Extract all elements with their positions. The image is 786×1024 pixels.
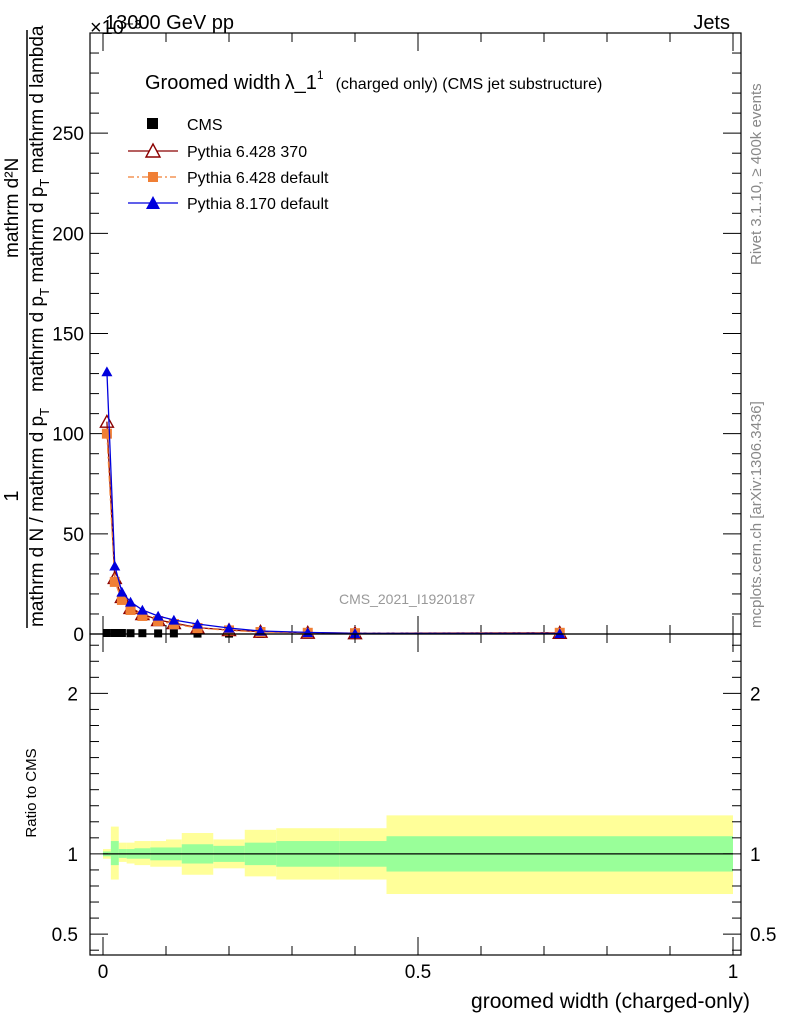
p8-point [125, 596, 137, 607]
p8-point [116, 586, 128, 597]
cms-data-point [102, 628, 111, 637]
legend-label-p8: Pythia 8.170 default [187, 196, 329, 213]
ylabel-den1: mathrm d p [27, 296, 48, 392]
main-ytick-label: 200 [52, 224, 84, 245]
mcplots-label: mcplots.cern.ch [arXiv:1306.3436] [748, 401, 765, 628]
p6-default-point [137, 610, 148, 621]
p8-point [554, 628, 566, 639]
ylabel-top: mathrm d²N [2, 158, 23, 258]
legend-label-p6-370: Pythia 6.428 370 [187, 144, 307, 161]
ratio-xtick-label: 0 [98, 962, 109, 983]
p6-370-point [99, 414, 115, 428]
analysis-watermark: CMS_2021_I1920187 [339, 591, 475, 607]
ratio-ytick-label-left: 2 [67, 684, 78, 705]
ratio-plot-panel: 0.5 0.5 1 1 2 2 0 0.5 1 [52, 633, 776, 983]
p6-default-point [116, 594, 127, 605]
plot-title-sup: 1 [317, 68, 324, 82]
ratio-plot-frame [89, 633, 742, 956]
legend-marker-p6-370 [144, 142, 162, 158]
cms-data-point [117, 628, 126, 637]
ylabel-den-rest: mathrm d lambda [27, 25, 48, 179]
cms-data-point [154, 629, 163, 638]
p6-default-point [125, 604, 136, 615]
ratio-xtick-label: 0.5 [405, 962, 431, 983]
legend: CMS Pythia 6.428 370 Pythia 6.428 defaul… [128, 117, 329, 213]
plot-title-main: Groomed width [145, 72, 281, 94]
p6-default-point [153, 615, 164, 626]
ratio-axis-ticks: 0.5 0.5 1 1 2 2 0 0.5 1 [52, 634, 776, 983]
ylabel-bottom: mathrm d N / mathrm d pT [27, 408, 52, 627]
ratio-ylabel: Ratio to CMS [23, 748, 40, 837]
p8-point [136, 604, 148, 615]
ylabel-denominator: mathrm d pT mathrm d pT mathrm d lambda [27, 25, 52, 392]
legend-marker-p8 [146, 196, 160, 209]
ratio-ytick-label-right: 2 [750, 684, 761, 705]
main-ytick-label: 250 [52, 124, 84, 145]
collision-label: 13000 GeV pp [105, 12, 234, 34]
p8-point [255, 625, 266, 636]
p8-point [168, 614, 180, 625]
main-ytick-label: 0 [73, 625, 84, 646]
p8-point [223, 622, 235, 633]
cms-data-point [138, 629, 147, 638]
x-axis-label: groomed width (charged-only) [471, 990, 750, 1013]
legend-marker-cms [147, 118, 158, 129]
ylabel-den1-sub: T [37, 288, 52, 296]
process-label: Jets [693, 12, 730, 34]
p8-point [349, 628, 361, 639]
legend-label-p6-default: Pythia 6.428 default [187, 170, 329, 187]
p8-point [152, 610, 164, 621]
p6-default-point [101, 428, 112, 439]
cms-data-point [169, 629, 178, 638]
main-ytick-label: 50 [63, 525, 84, 546]
ylabel-one: 1 [1, 490, 23, 501]
main-ylabel: 1 mathrm d N / mathrm d pT mathrm d²N ma… [1, 25, 52, 628]
legend-marker-p6-default [148, 172, 158, 182]
cms-data-point [110, 628, 119, 637]
ylabel-bottom-text: mathrm d N / mathrm d p [27, 416, 48, 627]
main-axis-ticks: 0 50 100 150 200 250 [52, 33, 741, 646]
p6-default-point [109, 576, 120, 587]
p8-point [109, 560, 121, 571]
ylabel-den2-sub: T [37, 179, 52, 187]
cms-data-point [126, 629, 135, 638]
ratio-ytick-label-right: 1 [750, 845, 761, 866]
main-plot-panel: 0 50 100 150 200 250 [52, 32, 742, 646]
ylabel-bottom-sub: T [37, 408, 52, 416]
p8-point [101, 366, 113, 377]
ratio-ytick-label-right: 0.5 [750, 925, 776, 946]
ratio-ytick-label-left: 0.5 [52, 925, 78, 946]
plot-title: Groomed width λ_11 (charged only) (CMS jet… [145, 68, 602, 94]
main-ytick-label: 100 [52, 425, 84, 446]
legend-label-cms: CMS [187, 117, 223, 134]
ratio-band-inner [110, 841, 119, 866]
p8-point [192, 618, 203, 629]
main-ytick-label: 150 [52, 325, 84, 346]
ylabel-den2: mathrm d p [27, 187, 48, 288]
ratio-xtick-label: 1 [728, 962, 739, 983]
rivet-label: Rivet 3.1.10, ≥ 400k events [748, 83, 765, 265]
plot-title-lambda: λ_1 [285, 72, 317, 94]
plot-title-rest: (charged only) (CMS jet substructure) [336, 76, 603, 93]
ratio-ytick-label-left: 1 [67, 845, 78, 866]
